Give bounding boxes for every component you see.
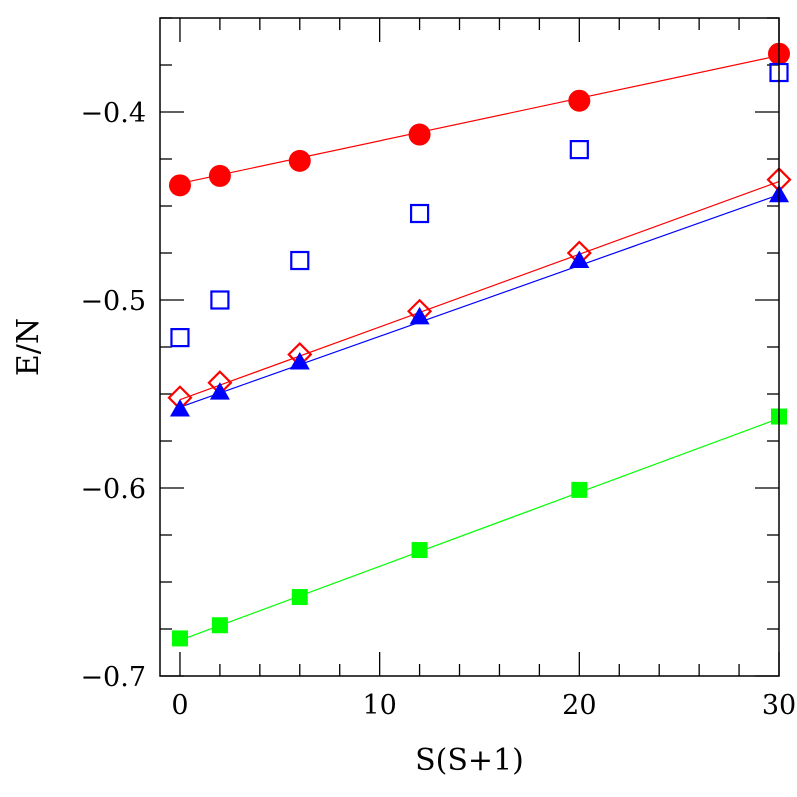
triangle-marker xyxy=(169,399,190,417)
circle-marker xyxy=(208,164,231,187)
x-tick-label: 30 xyxy=(762,690,796,721)
square-marker xyxy=(211,617,228,634)
x-tick-label: 10 xyxy=(362,690,396,721)
circle-marker xyxy=(168,174,191,197)
circle-marker xyxy=(408,123,431,146)
square-marker xyxy=(571,481,588,498)
data-markers xyxy=(167,42,792,647)
triangle-marker xyxy=(409,306,430,325)
plot-frame xyxy=(159,17,780,677)
circle-marker xyxy=(288,149,311,172)
y-tick-labels: −0.7 −0.6 −0.5 −0.4 xyxy=(80,98,146,693)
x-tick-label: 0 xyxy=(171,690,188,721)
open-square-marker xyxy=(290,250,310,271)
fit-line xyxy=(179,180,780,401)
circle-marker xyxy=(568,89,591,112)
axis-ticks xyxy=(160,17,780,677)
x-tick-labels: 0 10 20 30 xyxy=(171,690,796,721)
fit-line xyxy=(179,194,780,408)
triangle-marker xyxy=(569,250,590,269)
y-tick-label: −0.5 xyxy=(80,286,146,317)
x-tick-label: 20 xyxy=(562,690,596,721)
open-square-marker xyxy=(210,290,230,310)
square-marker xyxy=(291,589,308,606)
square-marker xyxy=(171,630,188,647)
fit-line xyxy=(179,417,780,641)
fit-line xyxy=(179,55,780,185)
square-marker xyxy=(411,542,428,559)
x-axis-title: S(S+1) xyxy=(415,743,524,778)
open-square-marker xyxy=(409,203,430,224)
y-tick-label: −0.4 xyxy=(80,98,146,129)
triangle-marker xyxy=(209,382,230,400)
open-square-marker xyxy=(170,328,190,348)
y-tick-label: −0.6 xyxy=(80,474,146,505)
y-tick-label: −0.7 xyxy=(80,662,146,693)
triangle-marker xyxy=(289,352,310,370)
y-axis-title: E/N xyxy=(11,318,46,376)
open-square-marker xyxy=(569,140,589,160)
fit-lines xyxy=(179,55,780,641)
